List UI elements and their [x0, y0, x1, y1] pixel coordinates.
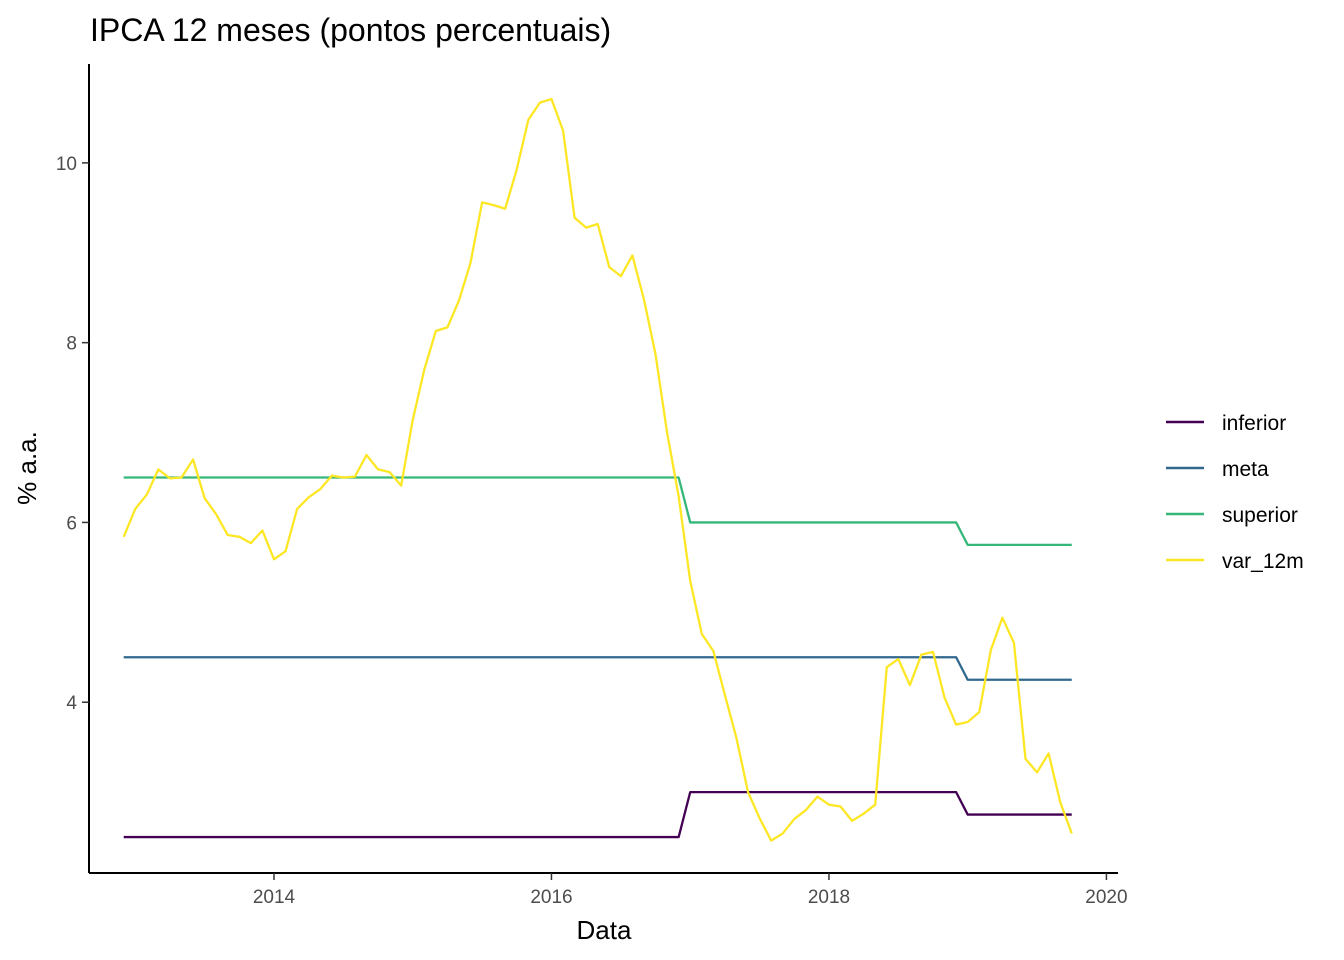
- x-tick-label: 2018: [808, 887, 850, 908]
- chart-title: IPCA 12 meses (pontos percentuais): [90, 12, 611, 48]
- x-tick-label: 2016: [530, 887, 572, 908]
- series-line-superior: [123, 476, 1072, 547]
- y-tick-label: 10: [56, 154, 77, 175]
- x-tick-label: 2014: [253, 887, 296, 908]
- y-axis-ticks: 4 6 8 10: [56, 154, 89, 714]
- x-tick-label: 2020: [1085, 887, 1127, 908]
- series-line-var_12m: [122, 97, 1073, 842]
- y-tick-label: 4: [66, 693, 77, 714]
- legend-label-meta: meta: [1222, 458, 1269, 481]
- legend: inferior meta superior var_12m: [1166, 412, 1304, 573]
- series-line-meta: [123, 656, 1072, 681]
- x-axis-ticks: 2014 2016 2018 2020: [253, 873, 1128, 908]
- legend-label-inferior: inferior: [1222, 412, 1286, 435]
- x-axis-title: Data: [577, 915, 632, 945]
- y-tick-label: 6: [66, 513, 77, 534]
- legend-label-var_12m: var_12m: [1222, 550, 1304, 573]
- legend-label-superior: superior: [1222, 504, 1298, 527]
- series-line-inferior: [123, 790, 1072, 839]
- series-lines: [122, 97, 1073, 842]
- y-axis-title: % a.a.: [12, 431, 42, 505]
- y-tick-label: 8: [66, 334, 77, 355]
